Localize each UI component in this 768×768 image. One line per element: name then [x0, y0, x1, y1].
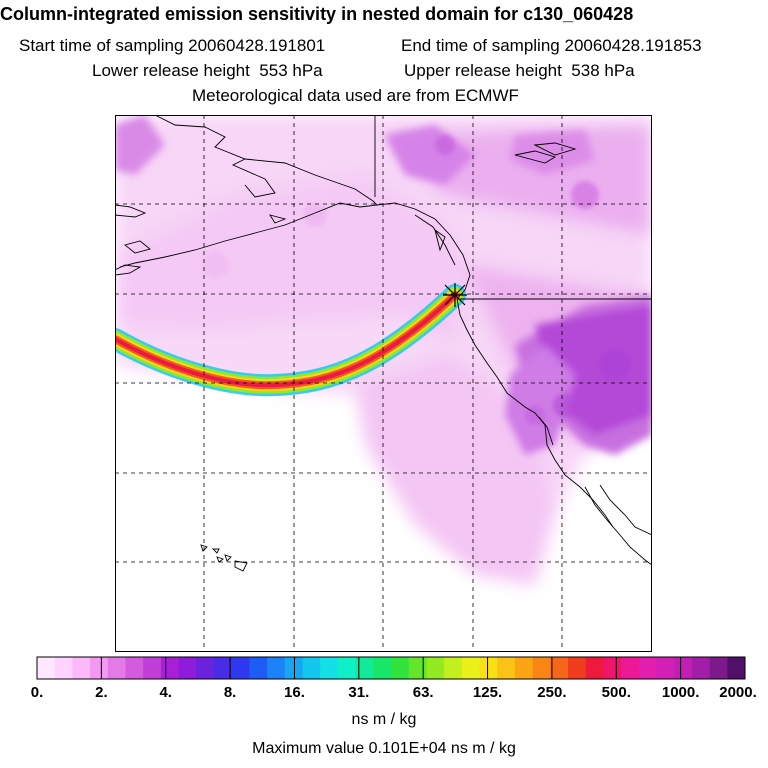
color-swatch: [638, 657, 657, 679]
color-scale-tick-label: 0.: [30, 684, 44, 701]
color-swatch: [444, 657, 463, 679]
color-swatch: [72, 657, 91, 679]
color-swatch: [37, 657, 56, 679]
color-swatch: [302, 657, 321, 679]
color-scale-tick-label: 31.: [348, 684, 370, 701]
color-swatch: [550, 657, 569, 679]
color-swatch: [514, 657, 534, 679]
plot-title: Column-integrated emission sensitivity i…: [0, 4, 634, 24]
start-time-label: Start time of sampling: [19, 36, 184, 55]
color-scale-frame: [36, 656, 746, 680]
color-scale-tick-label: 2000.: [719, 684, 757, 701]
lower-release-height: Lower release height 553 hPa: [92, 61, 323, 81]
color-scale-tick-label: 250.: [537, 684, 567, 701]
color-scale-bar: [36, 656, 746, 680]
map-frame: [115, 115, 652, 652]
color-swatch: [249, 657, 268, 679]
color-swatch: [497, 657, 516, 679]
sensitivity-map: [115, 115, 652, 652]
color-swatch: [214, 657, 233, 679]
color-swatch: [426, 657, 445, 679]
color-scale-tick-label: 4.: [159, 684, 172, 701]
upper-release-label: Upper release height: [404, 61, 562, 80]
color-swatch: [178, 657, 197, 679]
map-canvas: [115, 115, 652, 652]
color-swatch: [691, 657, 711, 679]
color-swatch: [143, 657, 162, 679]
color-swatch: [355, 657, 374, 679]
color-swatch: [125, 657, 144, 679]
color-swatch: [568, 657, 587, 679]
release-site-marker: [443, 283, 467, 307]
sensitivity-field: [115, 115, 652, 585]
color-swatch: [337, 657, 357, 679]
start-time-value: 20060428.191801: [188, 36, 326, 55]
start-time: Start time of sampling 20060428.191801: [19, 36, 325, 56]
legend-units: ns m / kg: [351, 711, 417, 728]
maximum-value: Maximum value 0.101E+04 ns m / kg: [252, 740, 516, 757]
color-swatch: [196, 657, 215, 679]
lower-release-value: 553 hPa: [259, 61, 323, 80]
color-swatch: [461, 657, 480, 679]
color-swatch: [603, 657, 622, 679]
color-swatch: [373, 657, 392, 679]
color-swatch: [231, 657, 250, 679]
end-time-value: 20060428.191853: [564, 36, 702, 55]
color-swatch: [621, 657, 640, 679]
color-swatch: [320, 657, 339, 679]
color-swatch: [656, 657, 675, 679]
color-swatch: [532, 657, 551, 679]
color-swatch: [585, 657, 604, 679]
graticule: [115, 115, 652, 652]
color-swatch: [479, 657, 498, 679]
color-scale-tick-label: 63.: [412, 684, 434, 701]
color-swatch: [54, 657, 73, 679]
upper-release-height: Upper release height 538 hPa: [404, 61, 635, 81]
color-scale-tick-label: 16.: [284, 684, 305, 701]
color-swatch: [727, 657, 746, 679]
color-scale-tick-label: 125.: [472, 684, 503, 701]
color-swatch: [107, 657, 126, 679]
met-data-note: Meteorological data used are from ECMWF: [192, 86, 519, 105]
end-time: End time of sampling 20060428.191853: [401, 36, 702, 56]
color-scale-tick-label: 8.: [223, 684, 237, 701]
upper-release-value: 538 hPa: [571, 61, 635, 80]
color-swatch: [391, 657, 410, 679]
color-swatch: [90, 657, 109, 679]
color-swatch: [709, 657, 728, 679]
end-time-label: End time of sampling: [401, 36, 560, 55]
coastlines: [115, 115, 652, 572]
color-scale-tick-label: 2.: [95, 684, 108, 701]
color-swatch: [284, 657, 303, 679]
color-scale-tick-label: 1000.: [661, 684, 700, 701]
lower-release-label: Lower release height: [92, 61, 250, 80]
color-swatch: [408, 657, 427, 679]
color-swatch: [160, 657, 180, 679]
color-swatch: [267, 657, 286, 679]
trajectory-band: [115, 284, 466, 397]
color-swatch: [674, 657, 693, 679]
color-scale-tick-label: 500.: [601, 684, 631, 701]
